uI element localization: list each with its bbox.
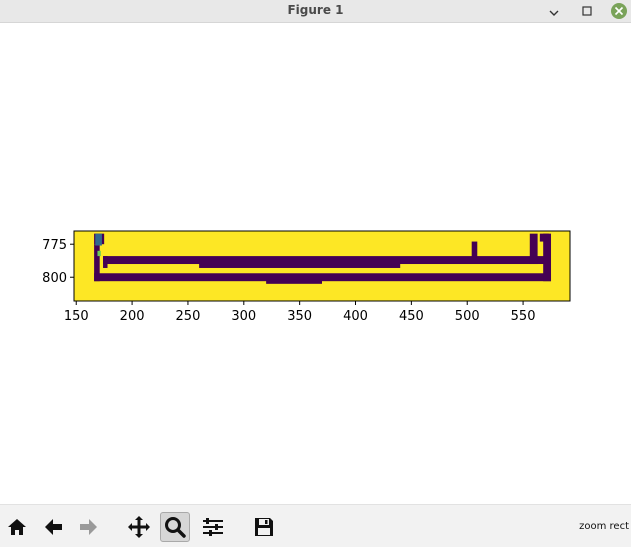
maximize-button[interactable] bbox=[578, 2, 596, 20]
x-tick-label: 500 bbox=[455, 309, 480, 324]
configure-button[interactable] bbox=[198, 512, 228, 542]
home-icon bbox=[8, 519, 26, 535]
zoom-button[interactable] bbox=[160, 512, 190, 542]
x-tick-label: 300 bbox=[231, 309, 256, 324]
heatmap-wall-segment bbox=[543, 233, 552, 282]
y-tick-label: 775 bbox=[42, 238, 67, 253]
maximize-icon bbox=[582, 6, 592, 16]
y-tick-label: 800 bbox=[42, 271, 67, 286]
back-button[interactable] bbox=[38, 512, 68, 542]
heatmap-wall-segment bbox=[94, 244, 100, 282]
y-axis: 775 800 bbox=[42, 238, 74, 286]
save-button[interactable] bbox=[249, 512, 279, 542]
zoom-icon bbox=[165, 517, 186, 538]
toolbar-status: zoom rect bbox=[579, 521, 629, 532]
back-icon bbox=[45, 519, 62, 535]
pan-button[interactable] bbox=[124, 512, 154, 542]
forward-button[interactable] bbox=[74, 512, 104, 542]
close-button[interactable] bbox=[610, 2, 628, 20]
home-button[interactable] bbox=[2, 512, 32, 542]
heatmap-marker bbox=[95, 233, 102, 246]
window-titlebar: Figure 1 bbox=[0, 0, 631, 23]
configure-icon bbox=[203, 518, 223, 536]
plot-svg: 150 200 250 300 350 400 450 500 550 775 800 bbox=[42, 230, 571, 324]
figure-canvas[interactable]: 150 200 250 300 350 400 450 500 550 775 800 bbox=[0, 23, 631, 504]
x-axis: 150 200 250 300 350 400 450 500 550 bbox=[64, 301, 536, 324]
heatmap-wall-segment bbox=[199, 258, 401, 268]
x-tick-label: 150 bbox=[64, 309, 89, 324]
x-tick-label: 350 bbox=[287, 309, 312, 324]
heatmap-wall-segment bbox=[266, 279, 322, 284]
heatmap-image bbox=[74, 231, 570, 301]
navigation-toolbar: zoom rect bbox=[0, 504, 631, 547]
pan-icon bbox=[128, 516, 150, 538]
heatmap-wall-segment bbox=[529, 233, 538, 265]
minimize-icon bbox=[549, 10, 559, 16]
heatmap-wall-segment bbox=[539, 233, 549, 242]
minimize-button[interactable] bbox=[545, 2, 563, 20]
close-icon bbox=[611, 3, 627, 19]
axes-frame bbox=[73, 230, 571, 302]
x-tick-label: 450 bbox=[399, 309, 424, 324]
save-icon bbox=[255, 518, 273, 536]
x-tick-label: 550 bbox=[511, 309, 536, 324]
x-tick-label: 250 bbox=[176, 309, 201, 324]
forward-icon bbox=[80, 519, 97, 535]
heatmap-wall-segment bbox=[94, 273, 552, 282]
window-title: Figure 1 bbox=[287, 3, 344, 17]
x-tick-label: 400 bbox=[343, 309, 368, 324]
heatmap-marker bbox=[97, 250, 101, 257]
heatmap-wall-segment bbox=[103, 256, 108, 268]
x-tick-label: 200 bbox=[120, 309, 145, 324]
heatmap-wall-segment bbox=[471, 241, 478, 258]
